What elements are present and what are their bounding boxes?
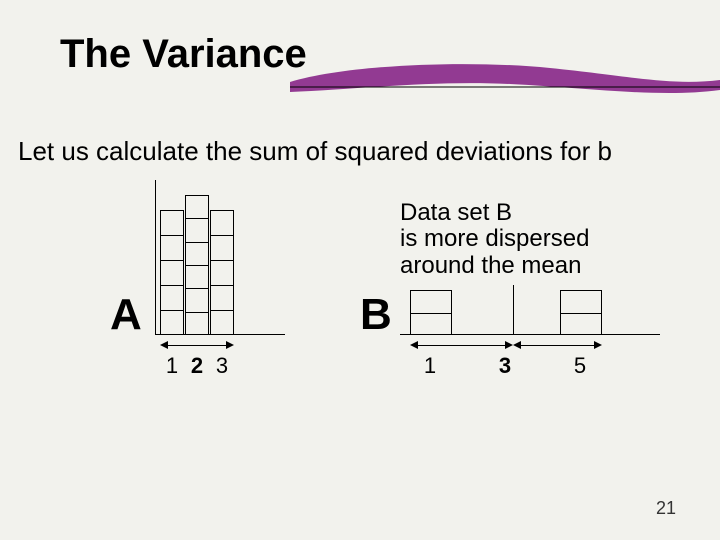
chart-a-bar-hline <box>210 260 234 261</box>
chart-b: 135 <box>400 260 660 335</box>
note-line-2: is more dispersed <box>400 225 589 252</box>
arrow-head-right-icon <box>505 341 513 349</box>
chart-b-tick-label: 1 <box>420 353 440 379</box>
chart-a-bar-hline <box>185 265 209 266</box>
arrow-head-right-icon <box>226 341 234 349</box>
chart-b-range-arrow <box>416 345 507 346</box>
chart-a-tick-label: 1 <box>160 353 184 379</box>
arrow-head-right-icon <box>594 341 602 349</box>
chart-a: 123 <box>155 180 285 335</box>
chart-a-tick-label: 2 <box>185 353 209 379</box>
decorative-brush <box>290 58 720 98</box>
chart-a-bar-hline <box>160 310 184 311</box>
chart-a-bar-hline <box>185 242 209 243</box>
chart-b-tick-label: 5 <box>570 353 590 379</box>
chart-b-range-arrow <box>519 345 596 346</box>
chart-a-range-arrow <box>166 345 228 346</box>
chart-a-bar <box>160 210 184 335</box>
chart-a-bar-hline <box>210 235 234 236</box>
chart-b-bar-hline <box>410 313 452 314</box>
label-b: B <box>360 290 392 340</box>
chart-a-bar <box>210 210 234 335</box>
chart-b-tick-label: 3 <box>495 353 515 379</box>
chart-a-bar-hline <box>185 312 209 313</box>
chart-a-y-axis <box>155 180 156 335</box>
chart-a-bar-hline <box>210 310 234 311</box>
page-number: 21 <box>656 498 676 519</box>
subtitle-text: Let us calculate the sum of squared devi… <box>18 136 612 167</box>
label-a: A <box>110 290 142 340</box>
chart-b-mean-line <box>513 285 514 335</box>
chart-a-bar-hline <box>185 218 209 219</box>
arrow-head-left-icon <box>410 341 418 349</box>
chart-b-bar-hline <box>560 313 602 314</box>
brush-stroke <box>290 64 720 93</box>
chart-a-bar-hline <box>185 288 209 289</box>
arrow-head-left-icon <box>513 341 521 349</box>
arrow-head-left-icon <box>160 341 168 349</box>
chart-a-tick-label: 3 <box>210 353 234 379</box>
page-title: The Variance <box>60 32 307 77</box>
chart-a-bar-hline <box>160 235 184 236</box>
note-line-1: Data set B <box>400 199 512 226</box>
chart-a-bar-hline <box>210 285 234 286</box>
chart-a-bar-hline <box>160 285 184 286</box>
chart-a-bar-hline <box>160 260 184 261</box>
